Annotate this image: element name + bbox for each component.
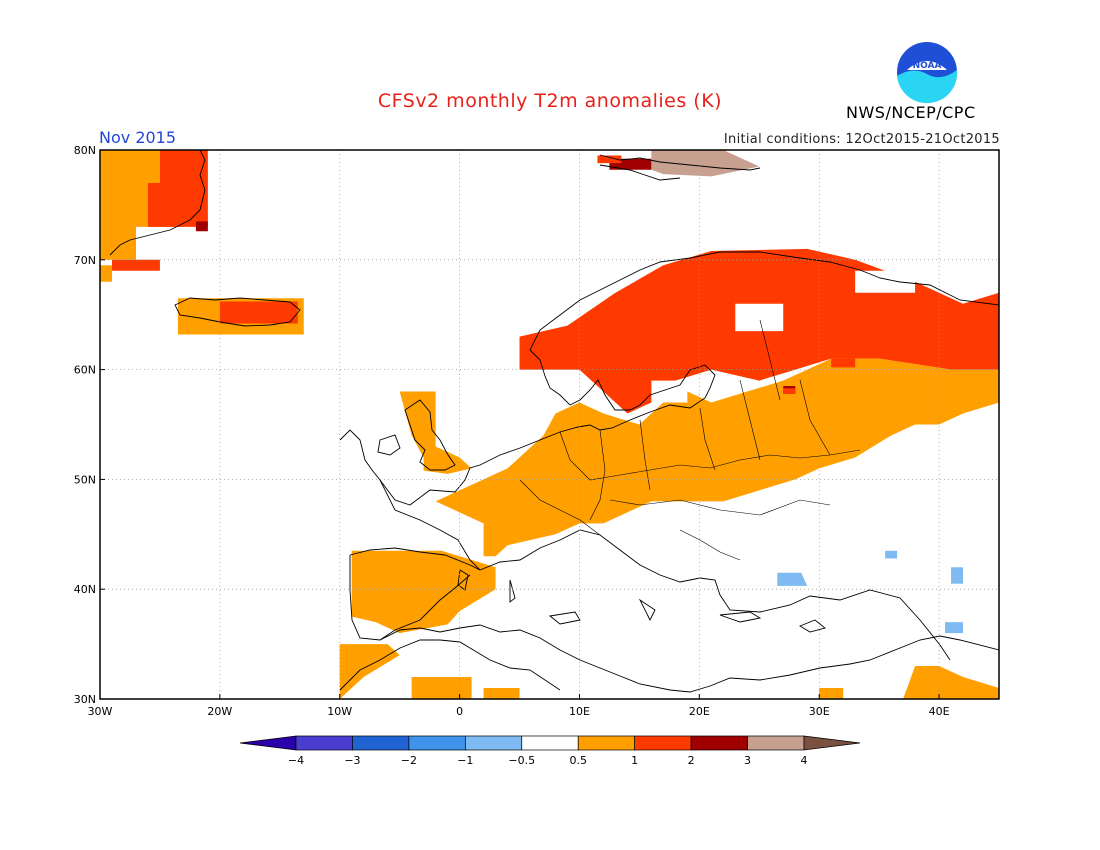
iberia-coastline — [349, 547, 481, 641]
colorbar-label: −3 — [344, 754, 360, 767]
lon-tick-label: 10E — [569, 705, 590, 718]
colorbar-label: 1 — [631, 754, 638, 767]
anomaly-region-9 — [399, 391, 472, 474]
islands — [457, 569, 826, 633]
lon-tick-label: 30W — [88, 705, 113, 718]
map-title: CFSv2 monthly T2m anomalies (K) — [377, 90, 723, 112]
axis-ticks: 30W 20W 10W 0 10E 20E 30E 40E 80N 70N 60N 50N 40N 30N — [74, 144, 950, 718]
colorbar-bin — [634, 735, 692, 751]
greenland-coastline — [109, 150, 206, 256]
colorbar-label: −4 — [288, 754, 304, 767]
lon-tick-label: 40E — [929, 705, 950, 718]
colorbar-bin — [352, 735, 410, 751]
lat-tick-label: 30N — [74, 693, 96, 706]
anomaly-region-3 — [100, 265, 112, 282]
anomaly-region-20 — [195, 221, 208, 232]
lat-tick-label: 50N — [74, 473, 96, 486]
agency-label: NWS/NCEP/CPC — [846, 103, 976, 122]
colorbar-bin — [239, 735, 297, 751]
lat-tick-label: 60N — [74, 364, 96, 377]
britain-coastline — [377, 399, 456, 471]
colorbar-label: −0.5 — [508, 754, 535, 767]
africa-coastline — [339, 639, 561, 691]
lat-tick-label: 70N — [74, 254, 96, 267]
anomaly-region-5 — [219, 301, 298, 324]
lat-tick-label: 80N — [74, 144, 96, 157]
anomaly-region-7 — [435, 358, 999, 557]
colorbar-label: 4 — [801, 754, 808, 767]
colorbar-bin — [690, 735, 748, 751]
anomaly-region-1 — [147, 150, 208, 227]
anomaly-region-14 — [819, 688, 844, 699]
europe-coastline — [339, 251, 999, 506]
anomaly-region-18 — [945, 622, 964, 634]
noaa-logo: NOAA — [897, 42, 958, 104]
colorbar: −4 −3 −2 −1 −0.5 0.5 1 2 3 4 — [239, 735, 861, 767]
colorbar-bin — [803, 735, 861, 751]
initial-conditions: Initial conditions: 12Oct2015-21Oct2015 — [723, 132, 1000, 147]
neutral-area-1 — [855, 270, 916, 293]
anomaly-region-16 — [951, 567, 964, 584]
anomaly-region-11 — [411, 677, 472, 699]
iceland-coastline — [174, 297, 301, 327]
colorbar-bin — [577, 735, 636, 751]
colorbar-bin — [521, 735, 579, 751]
neutral-area-0 — [735, 303, 784, 332]
colorbar-bin — [408, 735, 466, 751]
lon-tick-label: 20E — [689, 705, 710, 718]
mediterranean-coastline — [379, 479, 999, 693]
colorbar-bin — [464, 735, 523, 751]
svalbard-coastline — [599, 154, 761, 181]
anomaly-region-8 — [351, 550, 496, 634]
forecast-month: Nov 2015 — [99, 128, 177, 147]
neutral-area-2 — [651, 380, 688, 403]
noaa-logo-text: NOAA — [913, 61, 942, 71]
colorbar-label: −2 — [401, 754, 417, 767]
anomaly-region-17 — [885, 550, 898, 559]
lon-tick-label: 0 — [456, 705, 463, 718]
colorbar-bin — [747, 735, 805, 751]
anomaly-region-23 — [783, 388, 796, 394]
anomaly-region-15 — [777, 572, 808, 586]
anomaly-region-25 — [597, 155, 622, 164]
anomaly-region-22 — [831, 358, 856, 368]
lon-tick-label: 20W — [207, 705, 232, 718]
anomaly-region-10 — [339, 644, 400, 699]
colorbar-bin — [295, 735, 353, 751]
colorbar-label: 3 — [744, 754, 751, 767]
anomaly-region-2 — [111, 259, 160, 271]
colorbar-label: −1 — [457, 754, 473, 767]
colorbar-label: 0.5 — [569, 754, 587, 767]
colorbar-label: 2 — [688, 754, 695, 767]
coastlines — [109, 150, 999, 693]
map-frame — [99, 149, 1000, 700]
lon-tick-label: 30E — [809, 705, 830, 718]
anomaly-region-13 — [903, 666, 999, 699]
anomaly-region-24 — [651, 150, 760, 177]
lon-tick-label: 10W — [327, 705, 352, 718]
borders — [519, 319, 861, 561]
anomaly-region-12 — [483, 688, 520, 699]
anomaly-region-0 — [100, 150, 184, 260]
anomaly-regions — [100, 150, 999, 699]
lat-tick-label: 40N — [74, 583, 96, 596]
